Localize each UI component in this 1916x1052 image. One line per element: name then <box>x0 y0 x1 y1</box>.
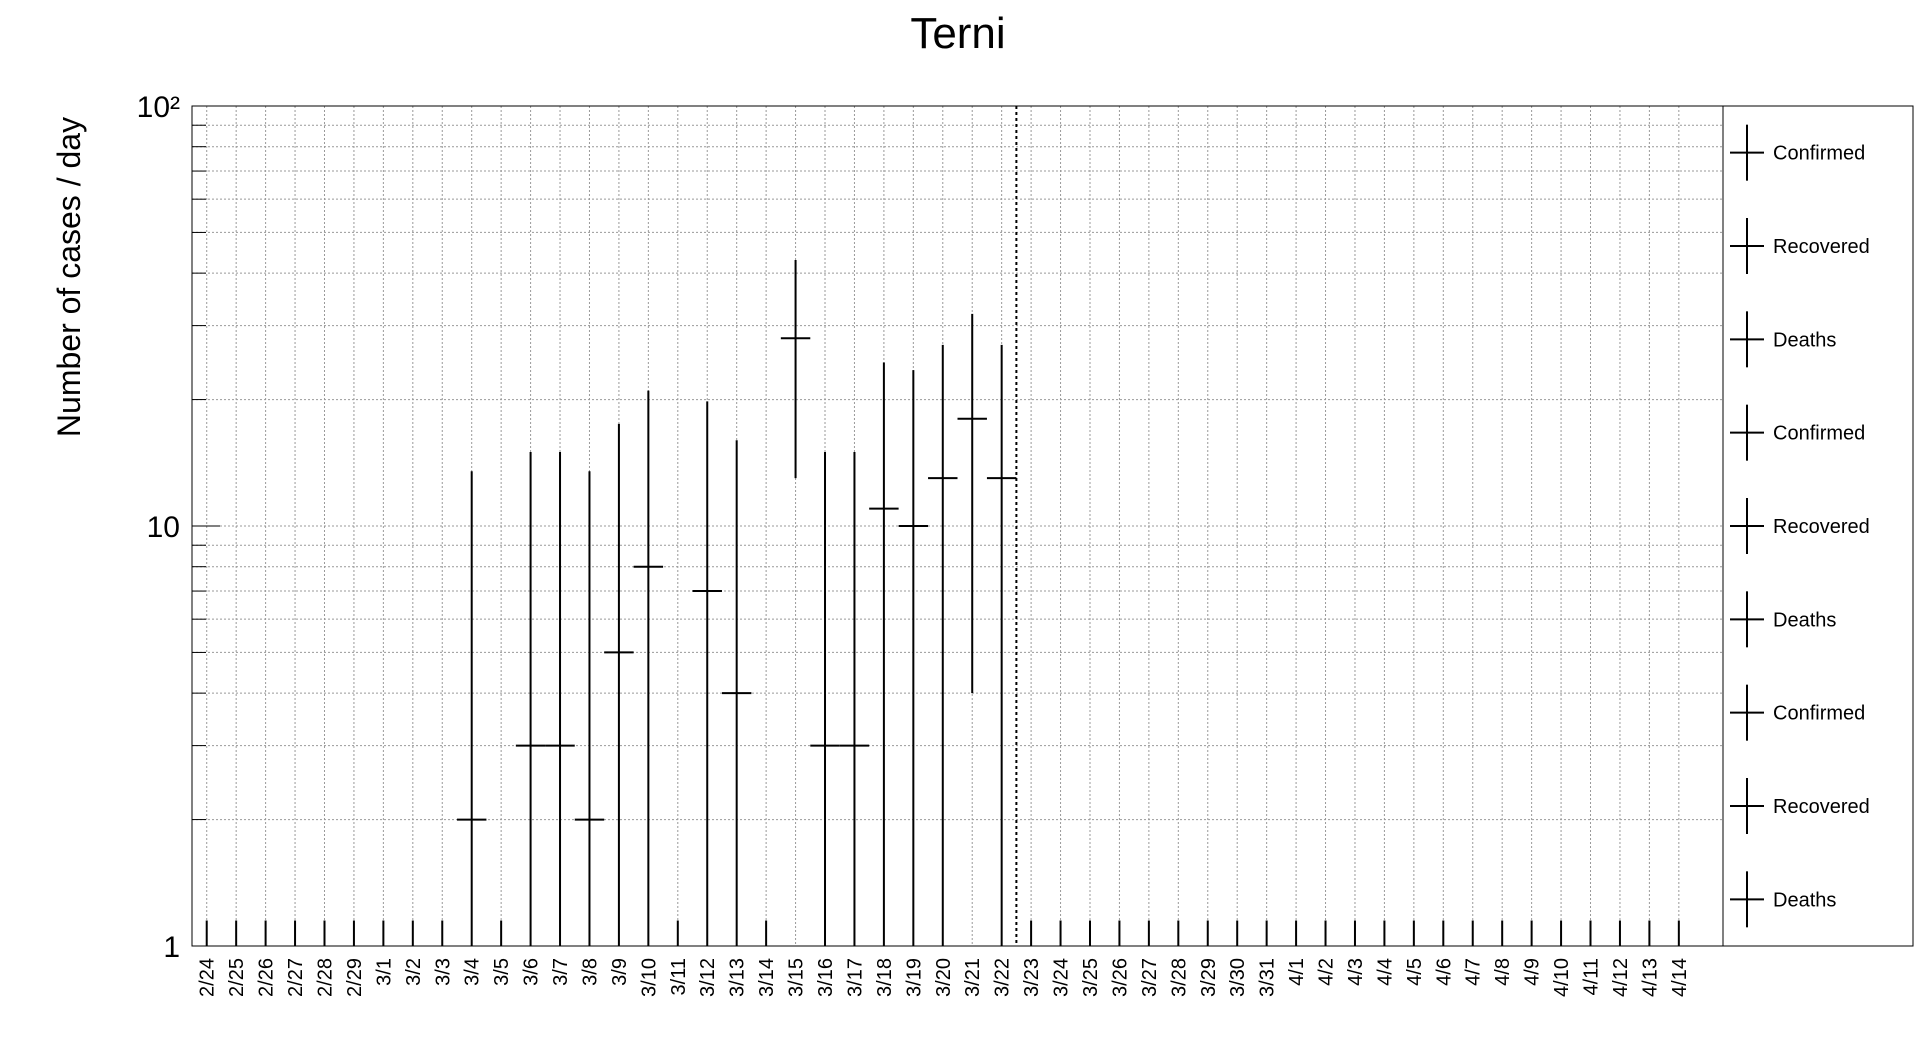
x-tick-label: 3/20 <box>933 958 955 997</box>
x-tick-label: 3/17 <box>844 958 866 997</box>
x-tick-label: 3/10 <box>638 958 660 997</box>
x-tick-label: 3/19 <box>903 958 925 997</box>
x-tick-label: 4/10 <box>1551 958 1573 997</box>
x-tick-label: 4/1 <box>1286 958 1308 986</box>
x-tick-label: 2/27 <box>285 958 307 997</box>
x-tick-label: 3/8 <box>579 958 601 986</box>
x-tick-label: 3/28 <box>1168 958 1190 997</box>
x-tick-label: 3/31 <box>1257 958 1279 997</box>
x-tick-label: 4/12 <box>1610 958 1632 997</box>
x-tick-label: 3/26 <box>1109 958 1131 997</box>
x-tick-label: 3/12 <box>697 958 719 997</box>
x-tick-label: 2/26 <box>256 958 278 997</box>
x-tick-label: 3/16 <box>815 958 837 997</box>
y-tick-label: 1 <box>163 931 180 964</box>
x-tick-label: 4/3 <box>1345 958 1367 986</box>
y-axis-label: Number of cases / day <box>51 117 87 437</box>
x-tick-label: 4/11 <box>1581 958 1603 995</box>
legend-label: Deaths <box>1773 889 1836 911</box>
x-tick-label: 2/29 <box>344 958 366 997</box>
x-tick-label: 3/7 <box>550 958 572 986</box>
x-tick-label: 4/2 <box>1316 958 1338 986</box>
x-tick-label: 3/14 <box>756 958 778 997</box>
x-tick-label: 3/13 <box>727 958 749 997</box>
x-tick-label: 3/3 <box>432 958 454 986</box>
x-tick-label: 4/5 <box>1404 958 1426 986</box>
x-tick-label: 3/22 <box>992 958 1014 997</box>
x-tick-label: 2/28 <box>314 958 336 997</box>
legend-label: Recovered <box>1773 516 1870 538</box>
x-tick-label: 3/6 <box>521 958 543 986</box>
x-tick-label: 3/21 <box>962 958 984 997</box>
legend-box <box>1722 105 1914 947</box>
legend-label: Confirmed <box>1773 703 1865 725</box>
legend-label: Confirmed <box>1773 143 1865 165</box>
x-tick-label: 2/25 <box>226 958 248 997</box>
x-tick-label: 3/25 <box>1080 958 1102 997</box>
y-tick-label: 10² <box>137 91 180 124</box>
x-tick-label: 4/13 <box>1639 958 1661 997</box>
x-tick-label: 3/15 <box>786 958 808 997</box>
x-tick-label: 2/24 <box>197 958 219 997</box>
x-tick-label: 4/8 <box>1492 958 1514 986</box>
x-tick-label: 3/30 <box>1227 958 1249 997</box>
legend-label: Deaths <box>1773 609 1836 631</box>
x-tick-label: 4/14 <box>1669 958 1691 997</box>
x-tick-label: 3/11 <box>668 958 690 995</box>
legend-label: Recovered <box>1773 236 1870 258</box>
x-tick-label: 3/2 <box>403 958 425 986</box>
x-tick-label: 4/4 <box>1374 958 1396 986</box>
chart-title: Terni <box>910 9 1005 58</box>
x-tick-label: 4/9 <box>1522 958 1544 986</box>
x-tick-label: 3/23 <box>1021 958 1043 997</box>
legend-label: Confirmed <box>1773 423 1865 445</box>
y-tick-label: 10 <box>147 511 180 544</box>
x-tick-label: 3/29 <box>1198 958 1220 997</box>
x-tick-label: 3/9 <box>609 958 631 986</box>
x-tick-label: 4/6 <box>1433 958 1455 986</box>
x-tick-label: 3/1 <box>373 958 395 986</box>
x-tick-label: 3/24 <box>1051 958 1073 997</box>
x-tick-label: 3/5 <box>491 958 513 986</box>
x-tick-label: 3/18 <box>874 958 896 997</box>
legend-label: Recovered <box>1773 796 1870 818</box>
x-tick-label: 3/27 <box>1139 958 1161 997</box>
legend-label: Deaths <box>1773 329 1836 351</box>
x-tick-label: 3/4 <box>462 958 484 986</box>
x-tick-label: 4/7 <box>1463 958 1485 986</box>
